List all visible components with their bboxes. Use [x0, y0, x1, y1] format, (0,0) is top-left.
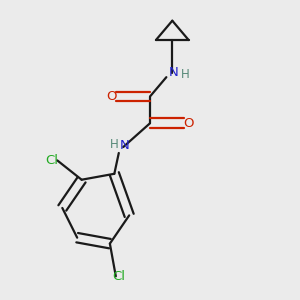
Text: O: O — [183, 117, 194, 130]
Text: O: O — [106, 90, 117, 103]
Text: Cl: Cl — [112, 270, 125, 283]
Text: Cl: Cl — [45, 154, 58, 167]
Text: N: N — [120, 139, 130, 152]
Text: N: N — [169, 66, 179, 79]
Text: H: H — [110, 138, 119, 151]
Text: H: H — [181, 68, 190, 81]
